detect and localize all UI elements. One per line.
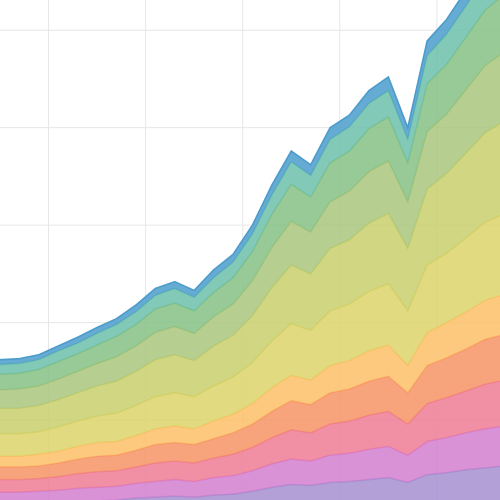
area-edge xyxy=(0,0,461,361)
area xyxy=(0,426,500,500)
area xyxy=(0,335,500,480)
area xyxy=(116,466,500,500)
area xyxy=(0,381,500,493)
area xyxy=(0,0,498,375)
area xyxy=(0,295,500,467)
area xyxy=(0,215,500,457)
area xyxy=(0,55,500,409)
